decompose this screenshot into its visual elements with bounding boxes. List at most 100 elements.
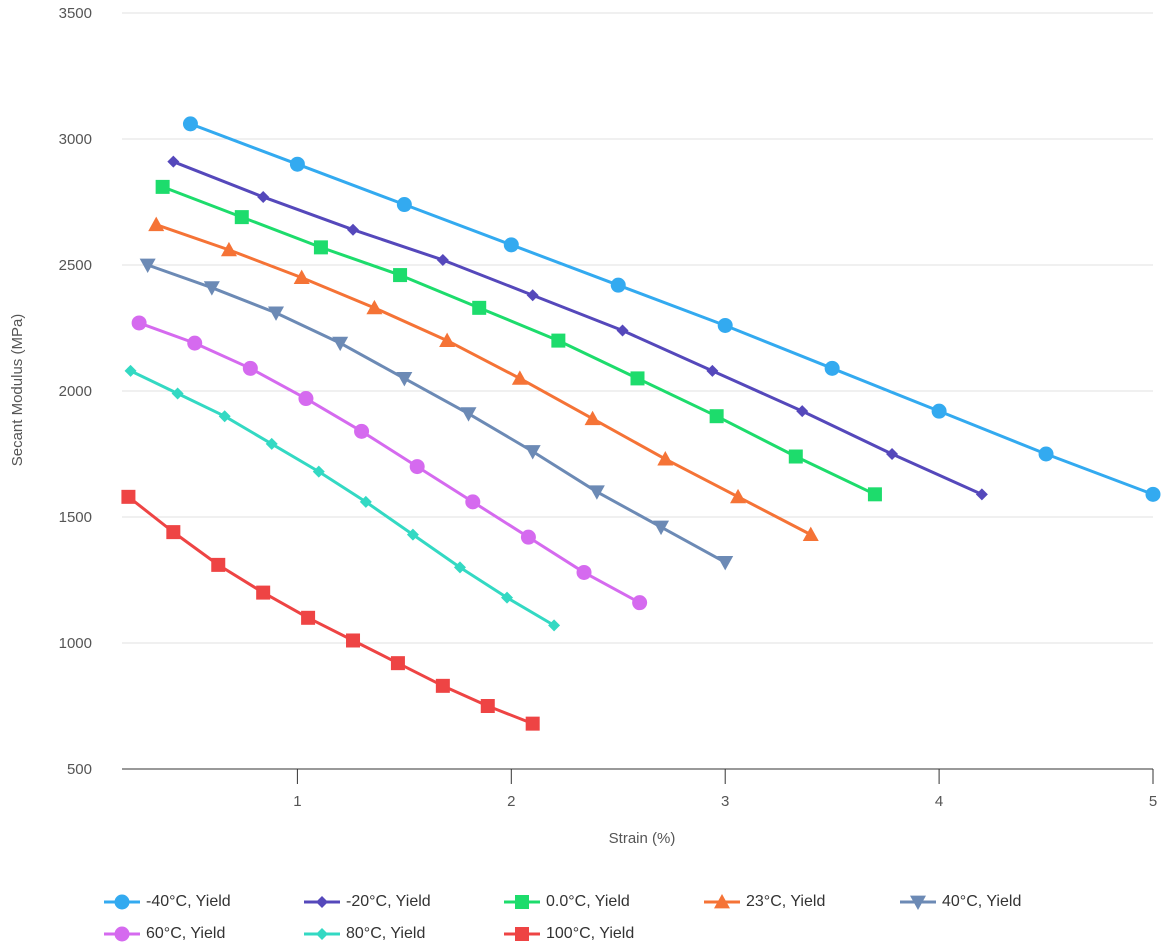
data-point[interactable] bbox=[630, 371, 645, 386]
data-point[interactable] bbox=[124, 364, 137, 377]
data-point[interactable] bbox=[584, 410, 601, 426]
data-point[interactable] bbox=[301, 610, 316, 625]
data-point[interactable] bbox=[293, 269, 310, 284]
data-point[interactable] bbox=[1145, 486, 1161, 502]
data-point[interactable] bbox=[390, 656, 405, 671]
legend-item[interactable]: 100°C, Yield bbox=[504, 922, 634, 946]
data-point[interactable] bbox=[366, 299, 383, 315]
legend-swatch-icon bbox=[304, 896, 340, 908]
data-point[interactable] bbox=[551, 333, 566, 348]
data-point[interactable] bbox=[931, 403, 947, 419]
data-point[interactable] bbox=[265, 437, 278, 450]
legend-item[interactable]: 80°C, Yield bbox=[304, 922, 425, 946]
data-point[interactable] bbox=[313, 240, 328, 255]
data-point[interactable] bbox=[268, 306, 285, 321]
series-group bbox=[121, 116, 1161, 731]
legend-item[interactable]: 60°C, Yield bbox=[104, 922, 225, 946]
data-point[interactable] bbox=[396, 372, 413, 387]
data-point[interactable] bbox=[203, 281, 220, 296]
data-point[interactable] bbox=[886, 448, 899, 460]
data-point[interactable] bbox=[354, 423, 370, 439]
legend-item[interactable]: 0.0°C, Yield bbox=[504, 890, 630, 914]
data-point[interactable] bbox=[346, 633, 361, 648]
data-point[interactable] bbox=[256, 585, 271, 600]
data-point[interactable] bbox=[653, 520, 670, 536]
data-point[interactable] bbox=[788, 449, 803, 464]
data-point[interactable] bbox=[298, 391, 314, 407]
data-point[interactable] bbox=[501, 591, 514, 604]
data-point[interactable] bbox=[616, 324, 629, 337]
series-6 bbox=[131, 315, 648, 611]
series-7 bbox=[124, 364, 561, 632]
data-point[interactable] bbox=[525, 716, 540, 731]
data-point[interactable] bbox=[131, 315, 147, 331]
data-point[interactable] bbox=[657, 451, 674, 466]
data-point[interactable] bbox=[867, 487, 882, 502]
data-point[interactable] bbox=[439, 332, 456, 347]
data-point[interactable] bbox=[393, 268, 408, 283]
data-point[interactable] bbox=[975, 488, 988, 501]
data-point[interactable] bbox=[218, 410, 231, 423]
data-point[interactable] bbox=[709, 409, 724, 424]
data-point[interactable] bbox=[632, 595, 648, 611]
data-point[interactable] bbox=[503, 237, 519, 253]
data-point[interactable] bbox=[824, 360, 840, 376]
data-point[interactable] bbox=[1038, 446, 1054, 462]
y-axis-label: Secant Modulus (MPa) bbox=[9, 314, 26, 467]
data-point[interactable] bbox=[211, 557, 226, 572]
data-point[interactable] bbox=[802, 526, 819, 542]
data-point[interactable] bbox=[289, 156, 305, 172]
data-point[interactable] bbox=[312, 465, 325, 478]
legend-item[interactable]: 40°C, Yield bbox=[900, 890, 1021, 914]
y-tick-label: 3500 bbox=[59, 5, 92, 22]
data-point[interactable] bbox=[167, 155, 180, 168]
data-point[interactable] bbox=[524, 445, 541, 460]
data-point[interactable] bbox=[171, 387, 184, 400]
data-point[interactable] bbox=[347, 223, 360, 236]
data-point[interactable] bbox=[121, 489, 136, 504]
data-point[interactable] bbox=[706, 364, 719, 377]
data-point[interactable] bbox=[187, 335, 203, 351]
data-point[interactable] bbox=[332, 336, 349, 352]
x-tick-label: 2 bbox=[507, 793, 515, 810]
data-point[interactable] bbox=[435, 678, 450, 693]
data-point[interactable] bbox=[182, 116, 198, 132]
data-point[interactable] bbox=[396, 197, 412, 213]
y-tick-label: 3000 bbox=[59, 131, 92, 148]
data-point[interactable] bbox=[610, 277, 626, 293]
legend-item[interactable]: -40°C, Yield bbox=[104, 890, 231, 914]
data-point[interactable] bbox=[242, 360, 258, 376]
data-point[interactable] bbox=[453, 561, 466, 574]
data-point[interactable] bbox=[406, 528, 419, 541]
data-point[interactable] bbox=[465, 494, 481, 510]
data-point[interactable] bbox=[409, 459, 425, 475]
data-point[interactable] bbox=[576, 564, 592, 580]
series-line bbox=[172, 160, 983, 496]
data-point[interactable] bbox=[359, 495, 372, 508]
legend-label: -40°C, Yield bbox=[146, 893, 231, 910]
data-point[interactable] bbox=[257, 190, 270, 203]
legend-item[interactable]: -20°C, Yield bbox=[304, 890, 431, 914]
data-point[interactable] bbox=[717, 317, 733, 333]
x-tick-label: 1 bbox=[293, 793, 301, 810]
data-point[interactable] bbox=[148, 216, 165, 232]
data-point[interactable] bbox=[717, 555, 734, 571]
data-point[interactable] bbox=[220, 241, 237, 257]
data-point[interactable] bbox=[155, 179, 170, 194]
legend-item[interactable]: 23°C, Yield bbox=[704, 890, 825, 914]
data-point[interactable] bbox=[139, 258, 156, 273]
data-point[interactable] bbox=[436, 253, 449, 266]
data-point[interactable] bbox=[166, 525, 181, 540]
data-point[interactable] bbox=[588, 485, 605, 500]
data-point[interactable] bbox=[548, 619, 561, 632]
data-point[interactable] bbox=[234, 210, 249, 225]
data-point[interactable] bbox=[520, 529, 536, 545]
data-point[interactable] bbox=[460, 407, 477, 422]
data-point[interactable] bbox=[526, 289, 539, 302]
data-point[interactable] bbox=[480, 699, 495, 713]
data-point[interactable] bbox=[796, 405, 809, 418]
data-point[interactable] bbox=[472, 300, 487, 315]
data-point[interactable] bbox=[511, 370, 528, 385]
data-point[interactable] bbox=[730, 488, 747, 504]
series-line bbox=[155, 223, 812, 536]
